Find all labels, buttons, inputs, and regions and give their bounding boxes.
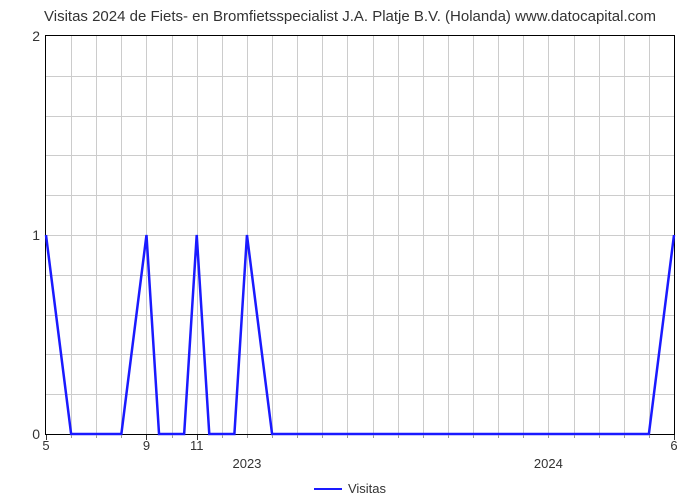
y-tick-label: 0 [32, 426, 40, 442]
x-tick-label: 6 [670, 438, 677, 453]
legend: Visitas [0, 477, 700, 497]
chart-container: Visitas 2024 de Fiets- en Bromfietsspeci… [0, 0, 700, 500]
data-line [46, 36, 674, 434]
y-tick-label: 2 [32, 28, 40, 44]
plot-area [45, 35, 675, 435]
chart-title: Visitas 2024 de Fiets- en Bromfietsspeci… [0, 8, 700, 25]
x-tick-label: 9 [143, 438, 150, 453]
x-year-label: 2023 [232, 456, 261, 471]
x-tick-label: 11 [190, 438, 204, 453]
legend-item: Visitas [314, 481, 386, 496]
legend-swatch [314, 488, 342, 490]
x-year-label: 2024 [534, 456, 563, 471]
legend-label: Visitas [348, 481, 386, 496]
x-tick-label: 5 [42, 438, 49, 453]
y-tick-label: 1 [32, 227, 40, 243]
